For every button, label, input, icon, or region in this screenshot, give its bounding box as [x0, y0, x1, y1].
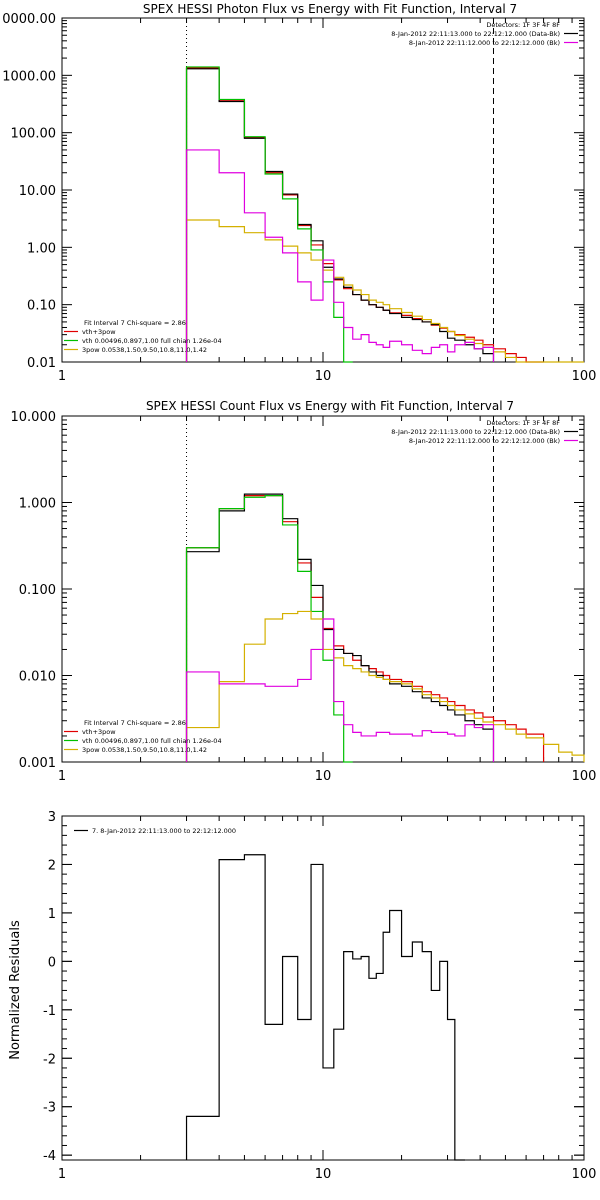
- plot-frame: [61, 17, 585, 363]
- x-tick-label: 1: [58, 369, 66, 384]
- y-tick-label: 10.00: [19, 184, 56, 199]
- photon-flux-title: SPEX HESSI Photon Flux vs Energy with Fi…: [143, 2, 517, 16]
- residuals-legend: 7. 8-Jan-2012 22:11:13.000 to 22:12:12.0…: [74, 827, 236, 835]
- series-data: [185, 68, 495, 362]
- x-tick-label: 10: [315, 769, 332, 784]
- y-tick-label: 2: [48, 858, 56, 873]
- residuals-panel: Normalized Residuals 1 10 1003210-1-2-3-4 …: [8, 810, 596, 1182]
- photon-flux-series: [185, 66, 584, 363]
- photon-flux-legend: Detectors: 1F 3F 4F 8F8-Jan-2012 22:11:1…: [64, 21, 578, 354]
- series-vth-3pow: [185, 67, 544, 363]
- photon-flux-panel: SPEX HESSI Photon Flux vs Energy with Fi…: [2, 2, 596, 384]
- series-bk: [185, 618, 495, 762]
- y-tick-label: 100.00: [11, 127, 57, 142]
- series-vth: [185, 66, 353, 363]
- x-tick-label: 100: [572, 1167, 597, 1182]
- x-tick-label: 10: [315, 369, 332, 384]
- x-tick-label: 10: [315, 1167, 332, 1182]
- legend-entry-text: 7. 8-Jan-2012 22:11:13.000 to 22:12:12.0…: [92, 827, 236, 835]
- y-tick-label: -1: [43, 1004, 56, 1019]
- count-flux-panel: SPEX HESSI Count Flux vs Energy with Fit…: [11, 399, 597, 784]
- legend-entry-text: vth+3pow: [82, 328, 116, 336]
- legend-entry-text: Fit Interval 7 Chi-square = 2.86: [84, 319, 186, 327]
- series-3pow: [185, 610, 585, 762]
- y-tick-label: 0.010: [19, 670, 56, 685]
- y-tick-label: 0.001: [19, 756, 56, 771]
- y-tick-label: 1: [48, 907, 56, 922]
- legend-entry-text: 8-Jan-2012 22:11:13.000 to 22:12:12.000 …: [391, 30, 560, 38]
- y-tick-label: 0.10: [27, 299, 56, 314]
- legend-entry-text: vth 0.00496,0.897,1.00 full chian 1.26e-…: [82, 337, 222, 345]
- legend-entry-text: 8-Jan-2012 22:11:12.000 to 22:12:12.000 …: [409, 39, 560, 47]
- y-tick-label: 1.00: [27, 241, 56, 256]
- legend-entry-text: Detectors: 1F 3F 4F 8F: [486, 21, 560, 29]
- legend-entry-text: vth 0.00496,0.897,1.00 full chian 1.26e-…: [82, 737, 222, 745]
- y-tick-label: 3: [48, 810, 56, 825]
- x-tick-label: 100: [572, 769, 597, 784]
- y-tick-label: -3: [43, 1101, 56, 1116]
- y-tick-label: 1000.00: [2, 69, 56, 84]
- legend-entry-text: 8-Jan-2012 22:11:13.000 to 22:12:12.000 …: [391, 428, 560, 436]
- y-tick-label: -2: [43, 1052, 56, 1067]
- legend-entry-text: 8-Jan-2012 22:11:12.000 to 22:12:12.000 …: [409, 437, 560, 445]
- legend-entry-text: vth+3pow: [82, 728, 116, 736]
- legend-entry-text: 3pow 0.0538,1.50,9.50,10.8,11.0,1.42: [82, 746, 207, 754]
- y-tick-label: 0.100: [19, 583, 56, 598]
- y-tick-label: 0: [48, 955, 56, 970]
- legend-entry-text: Fit Interval 7 Chi-square = 2.86: [84, 719, 186, 727]
- series-bk: [185, 149, 495, 362]
- count-flux-title: SPEX HESSI Count Flux vs Energy with Fit…: [146, 399, 514, 413]
- y-tick-label: -4: [43, 1149, 56, 1164]
- x-tick-label: 1: [58, 1167, 66, 1182]
- residuals-series: [185, 854, 465, 1161]
- series-residuals: [185, 854, 465, 1161]
- x-tick-label: 100: [572, 369, 597, 384]
- y-tick-label: 0.01: [27, 356, 56, 371]
- series-data: [185, 493, 495, 762]
- y-tick-label: 1.000: [19, 497, 56, 512]
- legend-entry-text: 3pow 0.0538,1.50,9.50,10.8,11.0,1.42: [82, 346, 207, 354]
- residuals-y-axis-label: Normalized Residuals: [8, 920, 23, 1060]
- x-tick-label: 1: [58, 769, 66, 784]
- y-tick-label: 0000.00: [2, 12, 56, 27]
- count-flux-legend: Detectors: 1F 3F 4F 8F8-Jan-2012 22:11:1…: [64, 419, 578, 754]
- y-tick-label: 10.000: [11, 410, 57, 425]
- series-3pow: [185, 219, 584, 363]
- count-flux-series: [185, 493, 585, 763]
- legend-entry-text: Detectors: 1F 3F 4F 8F: [486, 419, 560, 427]
